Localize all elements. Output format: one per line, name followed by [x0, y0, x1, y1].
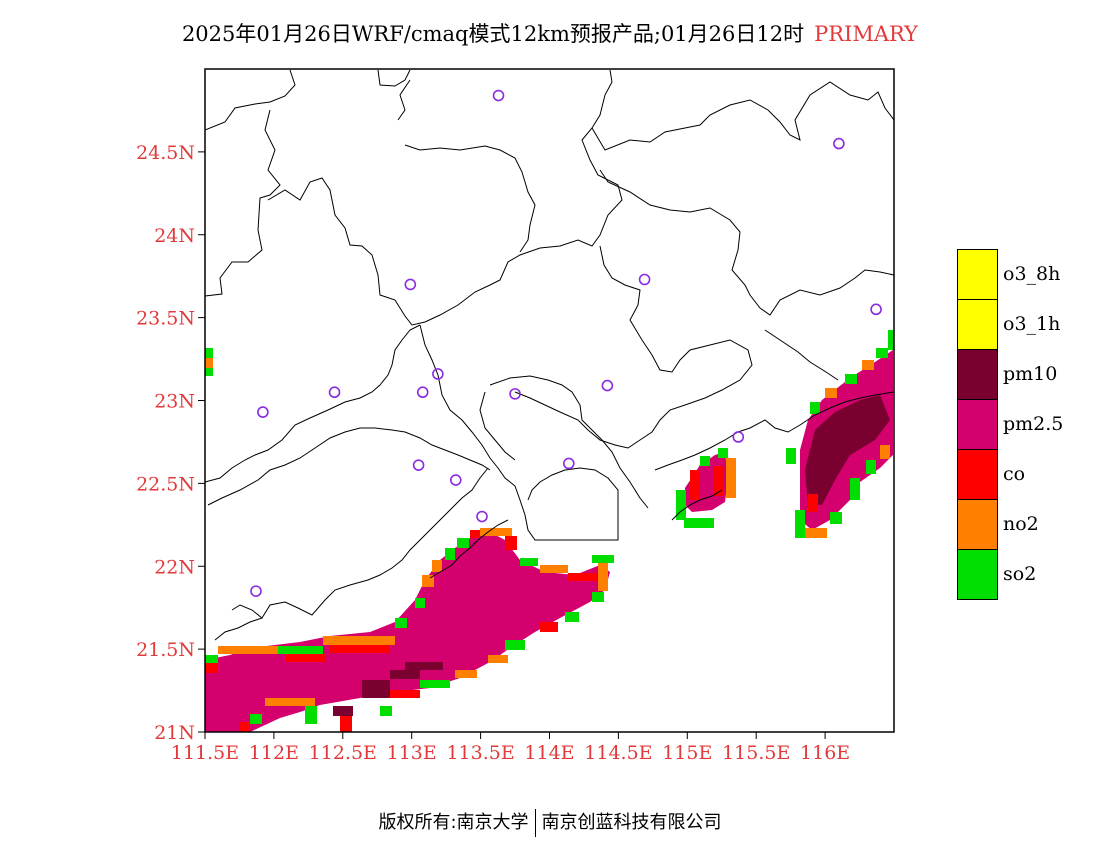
legend-label: pm2.5	[1003, 413, 1064, 435]
title-tag: PRIMARY	[814, 22, 919, 46]
footer-left: 版权所有:南京大学	[378, 812, 529, 833]
legend-label: co	[1003, 463, 1026, 485]
y-tick-label: 21N	[154, 722, 195, 744]
legend-swatch	[957, 549, 998, 600]
x-tick-label: 113E	[387, 742, 437, 764]
station-marker	[257, 406, 269, 418]
station-marker	[870, 303, 882, 316]
y-tick-label: 22N	[154, 556, 195, 578]
y-tick-label: 23N	[154, 391, 195, 413]
legend-label: o3_8h	[1003, 263, 1061, 285]
map-frame	[204, 68, 895, 733]
boundary-lines	[205, 69, 894, 641]
legend-swatch	[957, 299, 998, 350]
station-marker	[476, 510, 488, 523]
station-marker	[416, 386, 429, 399]
station-marker	[492, 89, 505, 102]
station-marker	[833, 137, 845, 150]
legend-swatch	[957, 499, 998, 550]
footer-right: 南京创蓝科技有限公司	[541, 812, 722, 833]
legend-label: so2	[1003, 563, 1037, 585]
x-tick-label: 113.5E	[446, 742, 514, 764]
legend-swatch	[957, 449, 998, 500]
station-marker	[432, 368, 444, 380]
station-marker	[638, 273, 651, 286]
station-marker	[732, 431, 745, 443]
legend-swatch	[957, 249, 998, 300]
station-marker	[412, 459, 425, 471]
map-title: 2025年01月26日WRF/cmaq模式12km预报产品;01月26日12时 P…	[0, 18, 1100, 48]
station-marker	[509, 388, 521, 400]
station-marker	[250, 585, 262, 597]
legend-swatch	[957, 349, 998, 400]
x-tick-label: 115E	[662, 742, 712, 764]
legend-swatch	[957, 399, 998, 450]
x-tick-label: 115.5E	[722, 742, 790, 764]
legend-label: no2	[1003, 513, 1039, 535]
station-marker	[562, 457, 575, 470]
y-tick-label: 22.5N	[136, 473, 195, 495]
station-markers	[250, 89, 882, 597]
pollutant-grid-cells	[205, 330, 894, 732]
legend-label: pm10	[1003, 363, 1058, 385]
x-tick-label: 114.5E	[584, 742, 652, 764]
legend-label: o3_1h	[1003, 313, 1061, 335]
x-tick-label: 112E	[249, 742, 299, 764]
station-marker	[449, 474, 462, 486]
x-tick-label: 114E	[524, 742, 574, 764]
y-tick-label: 24.5N	[136, 142, 195, 164]
title-main: 2025年01月26日WRF/cmaq模式12km预报产品;01月26日12时	[181, 22, 805, 46]
station-marker	[328, 386, 341, 399]
footer-separator	[534, 809, 536, 837]
y-tick-label: 21.5N	[136, 639, 195, 661]
x-tick-label: 112.5E	[309, 742, 377, 764]
y-tick-label: 24N	[154, 225, 195, 247]
x-tick-label: 111.5E	[171, 742, 239, 764]
x-axis-ticks: 111.5E 112E 112.5E 113E 113.5E 114E 114.5E 115E…	[171, 732, 850, 764]
station-marker	[404, 278, 417, 291]
station-marker	[601, 379, 614, 392]
copyright-footer: 版权所有:南京大学 南京创蓝科技有限公司	[0, 808, 1100, 837]
y-axis-ticks: 24.5N 24N 23.5N 23N 22.5N 22N 21.5N 21N	[136, 142, 205, 744]
y-tick-label: 23.5N	[136, 308, 195, 330]
x-tick-label: 116E	[800, 742, 850, 764]
